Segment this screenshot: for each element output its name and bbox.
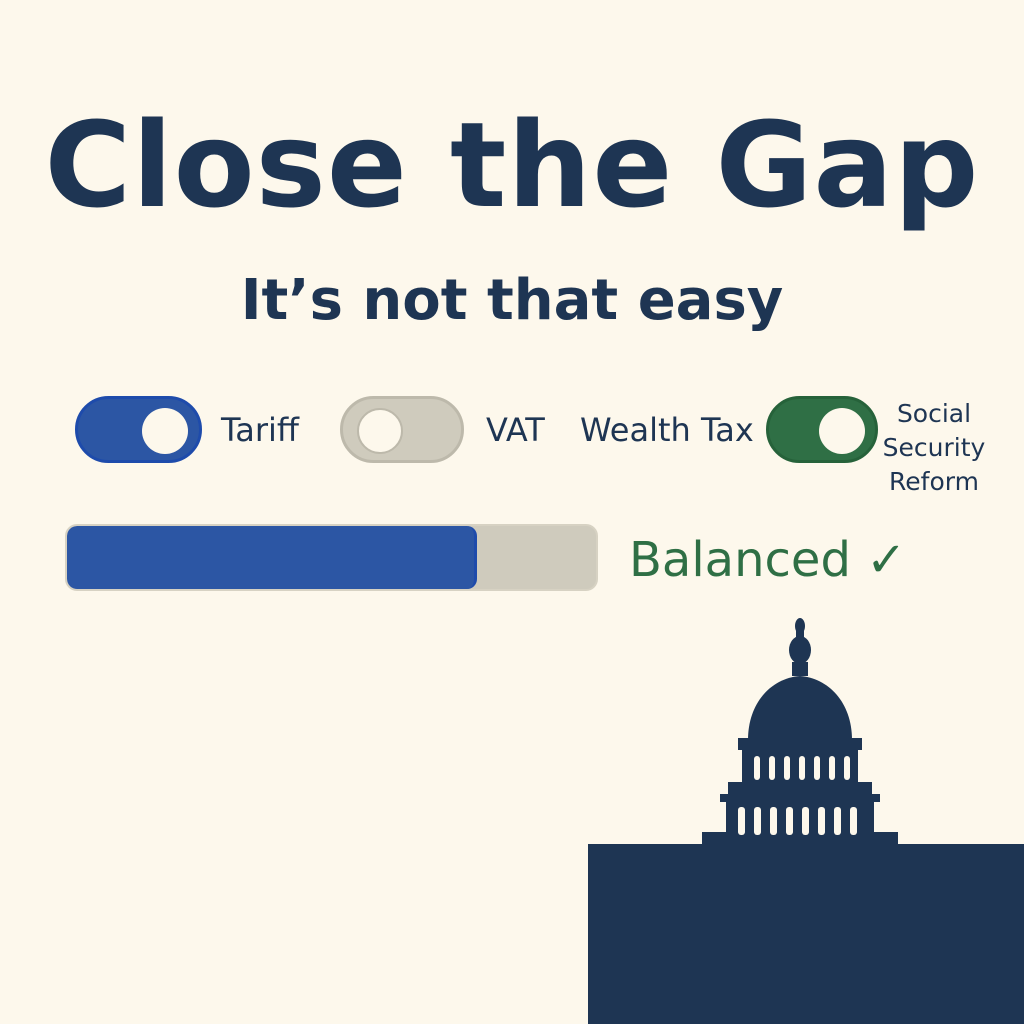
wealth-tax-label: Wealth Tax (580, 411, 754, 449)
tariff-label: Tariff (221, 411, 299, 449)
capitol-building-icon (588, 618, 1024, 1024)
page-subtitle: It’s not that easy (240, 268, 784, 333)
page-title: Close the Gap (44, 96, 980, 234)
toggle-knob (819, 408, 865, 454)
social-security-reform-label: Social Security Reform (882, 399, 986, 496)
balanced-status: Balanced ✓ (629, 532, 907, 588)
social-security-reform-toggle[interactable] (766, 396, 878, 463)
toggle-knob (142, 408, 188, 454)
toggle-knob (357, 408, 403, 454)
progress-fill (67, 526, 478, 589)
vat-toggle[interactable] (340, 396, 464, 463)
vat-label: VAT (486, 411, 545, 449)
budget-gap-progress-bar (65, 524, 598, 591)
tariff-toggle[interactable] (75, 396, 202, 463)
